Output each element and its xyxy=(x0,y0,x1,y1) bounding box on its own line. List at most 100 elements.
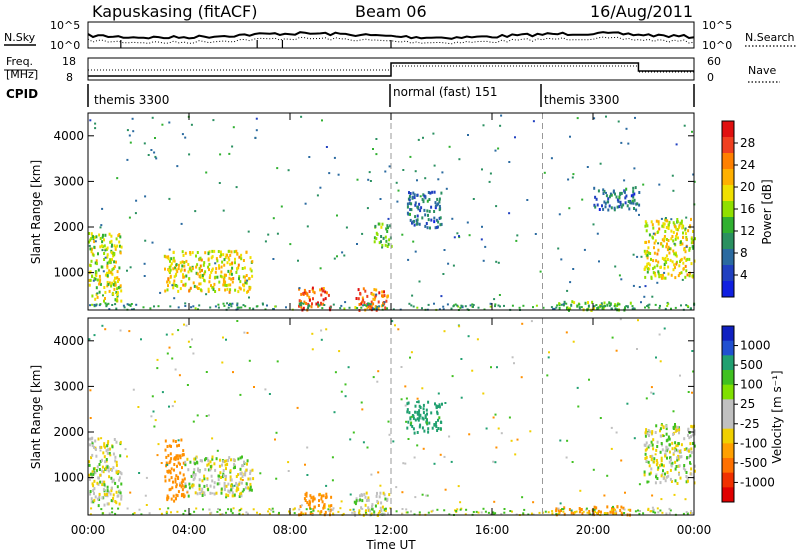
echo-cell xyxy=(650,257,652,261)
echo-cell xyxy=(649,455,652,458)
echo-cell xyxy=(185,274,188,278)
echo-cell xyxy=(435,218,438,222)
echo-cell xyxy=(680,219,683,223)
echo-cell xyxy=(215,491,218,495)
echo-cell xyxy=(200,490,203,493)
echo-cell xyxy=(219,274,222,278)
echo-cell xyxy=(654,431,657,434)
echo-cell xyxy=(369,305,372,309)
echo-cell xyxy=(222,460,225,464)
echo-cell xyxy=(89,417,92,419)
echo-cell xyxy=(219,458,221,462)
echo-cell xyxy=(368,302,371,305)
echo-cell xyxy=(679,243,682,246)
echo-cell xyxy=(373,298,376,302)
echo-cell xyxy=(190,269,193,273)
echo-cell xyxy=(104,466,107,470)
echo-cell xyxy=(561,508,563,511)
echo-cell xyxy=(201,494,204,497)
echo-cell xyxy=(669,247,672,251)
echo-cell xyxy=(103,299,105,303)
echo-cell xyxy=(168,248,171,251)
echo-cell xyxy=(88,463,91,467)
echo-cell xyxy=(105,458,108,461)
echo-cell xyxy=(352,431,355,434)
echo-cell xyxy=(93,276,96,280)
echo-cell xyxy=(381,244,384,247)
echo-cell xyxy=(112,478,115,482)
echo-cell xyxy=(220,491,223,495)
echo-cell xyxy=(605,512,608,515)
echo-cell xyxy=(305,302,308,305)
echo-cell xyxy=(677,426,680,430)
echo-cell xyxy=(684,228,687,232)
echo-cell xyxy=(685,475,688,478)
colorbar-swatch xyxy=(722,153,734,170)
echo-cell xyxy=(252,508,255,511)
echo-cell xyxy=(668,507,671,510)
echo-cell xyxy=(99,226,102,229)
echo-cell xyxy=(648,444,651,447)
echo-cell xyxy=(360,306,363,309)
echo-cell xyxy=(142,306,145,309)
echo-cell xyxy=(112,292,115,296)
echo-cell xyxy=(311,348,314,351)
echo-cell xyxy=(239,509,242,511)
echo-cell xyxy=(639,510,641,512)
echo-cell xyxy=(530,512,533,515)
echo-cell xyxy=(208,276,211,280)
colorbar-swatch xyxy=(722,399,734,415)
echo-cell xyxy=(169,274,172,278)
echo-cell xyxy=(223,275,226,279)
echo-cell xyxy=(106,485,109,489)
echo-cell xyxy=(409,208,412,211)
echo-cell xyxy=(440,222,443,226)
echo-cell xyxy=(674,479,677,483)
echo-cell xyxy=(276,360,279,363)
echo-cell xyxy=(179,454,181,458)
echo-cell xyxy=(387,512,389,515)
echo-cell xyxy=(551,512,554,515)
echo-cell xyxy=(465,508,468,511)
echo-cell xyxy=(692,370,695,373)
echo-cell xyxy=(184,509,187,512)
echo-cell xyxy=(684,250,687,254)
echo-cell xyxy=(623,190,626,194)
echo-cell xyxy=(671,441,674,445)
echo-cell xyxy=(611,336,614,339)
echo-cell xyxy=(583,248,586,251)
echo-cell xyxy=(304,493,307,497)
echo-cell xyxy=(94,297,97,301)
echo-cell xyxy=(161,123,164,126)
echo-cell xyxy=(585,508,588,511)
echo-cell xyxy=(104,445,106,449)
echo-cell xyxy=(308,499,311,503)
echo-cell xyxy=(378,495,381,499)
echo-cell xyxy=(103,483,106,487)
echo-cell xyxy=(169,268,172,272)
echo-cell xyxy=(458,235,460,238)
echo-cell xyxy=(510,439,513,442)
echo-cell xyxy=(300,504,303,507)
echo-cell xyxy=(436,429,439,432)
colorbar-tick-label: -100 xyxy=(740,436,767,450)
echo-cell xyxy=(231,266,234,270)
echo-cell xyxy=(158,508,161,511)
echo-cell xyxy=(110,486,113,490)
echo-cell xyxy=(412,240,415,243)
echo-cell xyxy=(629,301,632,305)
echo-cell xyxy=(339,507,342,510)
echo-cell xyxy=(99,303,102,306)
echo-cell xyxy=(615,349,618,352)
echo-cell xyxy=(438,405,441,409)
echo-cell xyxy=(632,190,635,194)
echo-cell xyxy=(368,171,371,174)
echo-cell xyxy=(92,473,95,477)
echo-cell xyxy=(482,124,485,127)
echo-cell xyxy=(287,470,290,472)
echo-cell xyxy=(156,367,159,370)
echo-cell xyxy=(497,261,500,264)
echo-cell xyxy=(654,453,657,456)
echo-cell xyxy=(176,444,179,448)
echo-cell xyxy=(222,253,225,257)
